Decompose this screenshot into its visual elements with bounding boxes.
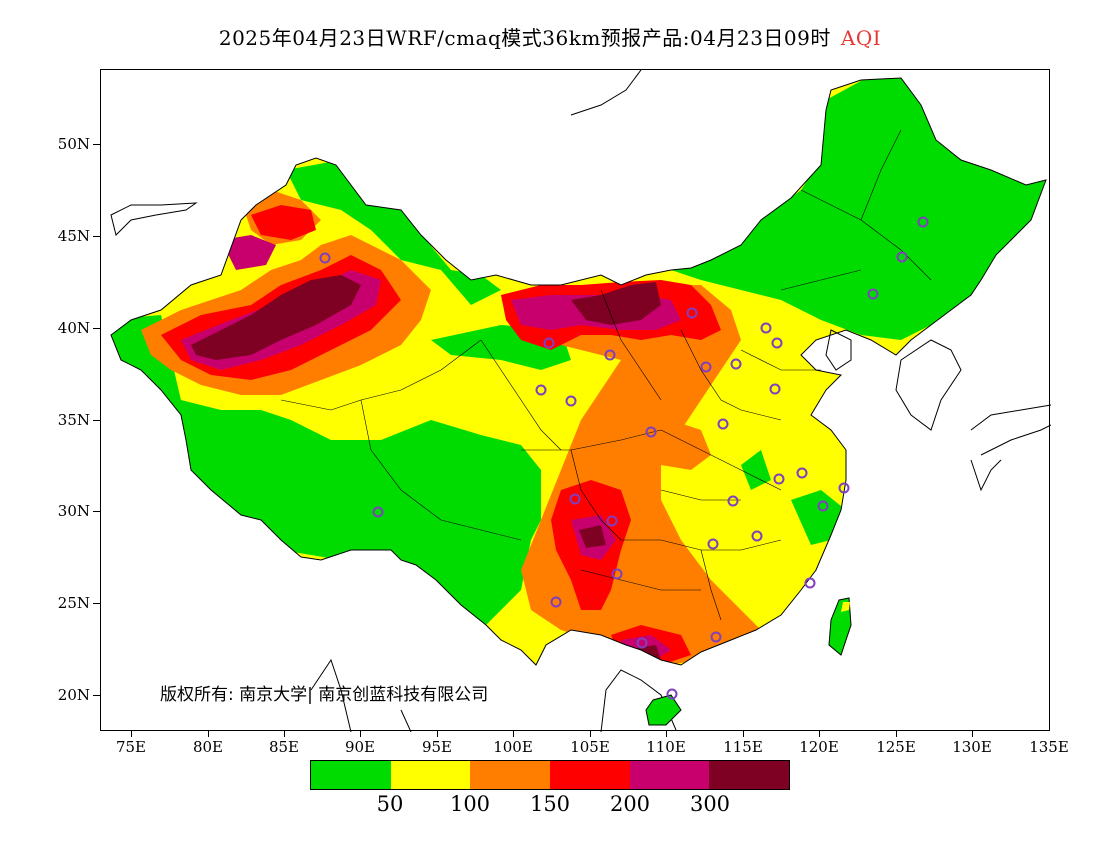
station-marker xyxy=(535,384,547,396)
station-marker xyxy=(771,337,783,349)
legend-label: 150 xyxy=(529,792,571,816)
lat-label: 30N xyxy=(57,502,90,520)
station-marker xyxy=(896,251,908,263)
legend-swatch xyxy=(311,761,391,789)
station-marker xyxy=(645,426,657,438)
map-title: 2025年04月23日WRF/cmaq模式36km预报产品:04月23日09时 A… xyxy=(0,22,1100,51)
station-marker xyxy=(867,288,879,300)
station-marker xyxy=(604,349,616,361)
lon-label: 90E xyxy=(344,738,376,756)
station-marker xyxy=(569,493,581,505)
station-marker xyxy=(717,418,729,430)
lat-label: 40N xyxy=(57,319,90,337)
lat-label: 20N xyxy=(57,686,90,704)
aqi-legend xyxy=(310,760,790,790)
legend-swatch xyxy=(390,761,471,789)
legend-label: 50 xyxy=(376,792,404,816)
station-marker xyxy=(730,358,742,370)
lon-label: 100E xyxy=(493,738,533,756)
station-marker xyxy=(372,506,384,518)
lon-label: 130E xyxy=(952,738,992,756)
station-marker xyxy=(817,500,829,512)
station-marker xyxy=(611,568,623,580)
station-marker xyxy=(565,395,577,407)
lon-label: 105E xyxy=(570,738,610,756)
station-marker xyxy=(751,530,763,542)
lat-label: 45N xyxy=(57,227,90,245)
station-marker xyxy=(804,577,816,589)
station-marker xyxy=(319,252,331,264)
station-markers xyxy=(319,216,929,700)
station-marker xyxy=(710,631,722,643)
pollutant-label: AQI xyxy=(840,26,882,50)
legend-swatch xyxy=(629,761,710,789)
station-marker xyxy=(796,467,808,479)
lon-label: 110E xyxy=(646,738,686,756)
lon-label: 85E xyxy=(268,738,300,756)
lon-label: 135E xyxy=(1029,738,1069,756)
station-marker xyxy=(686,307,698,319)
station-marker xyxy=(707,538,719,550)
hainan-island xyxy=(645,694,682,726)
aqi-map[interactable] xyxy=(101,70,1051,732)
legend-label: 100 xyxy=(449,792,491,816)
lon-label: 125E xyxy=(876,738,916,756)
map-frame[interactable] xyxy=(100,69,1051,732)
station-marker xyxy=(543,337,555,349)
lon-label: 95E xyxy=(421,738,453,756)
station-marker xyxy=(550,596,562,608)
station-marker xyxy=(760,322,772,334)
station-marker xyxy=(636,637,648,649)
station-marker xyxy=(606,515,618,527)
station-marker xyxy=(917,216,929,228)
station-marker xyxy=(700,361,712,373)
station-marker xyxy=(727,495,739,507)
station-marker xyxy=(666,688,678,700)
copyright-text: 版权所有: 南京大学| 南京创蓝科技有限公司 xyxy=(160,685,489,705)
map-title-text: 2025年04月23日WRF/cmaq模式36km预报产品:04月23日09时 xyxy=(218,26,831,50)
legend-label: 200 xyxy=(609,792,651,816)
lon-label: 120E xyxy=(799,738,839,756)
taiwan-island xyxy=(828,597,852,656)
station-marker xyxy=(838,482,850,494)
legend-label: 300 xyxy=(689,792,731,816)
lon-label: 75E xyxy=(115,738,147,756)
lon-label: 115E xyxy=(723,738,763,756)
lat-label: 35N xyxy=(57,411,90,429)
lat-label: 50N xyxy=(57,135,90,153)
lat-label: 25N xyxy=(57,594,90,612)
province-borders xyxy=(280,129,932,621)
lon-label: 80E xyxy=(192,738,224,756)
station-marker xyxy=(769,383,781,395)
legend-swatch xyxy=(470,761,551,789)
legend-swatch xyxy=(709,761,790,789)
legend-swatch xyxy=(550,761,630,789)
station-marker xyxy=(773,473,785,485)
